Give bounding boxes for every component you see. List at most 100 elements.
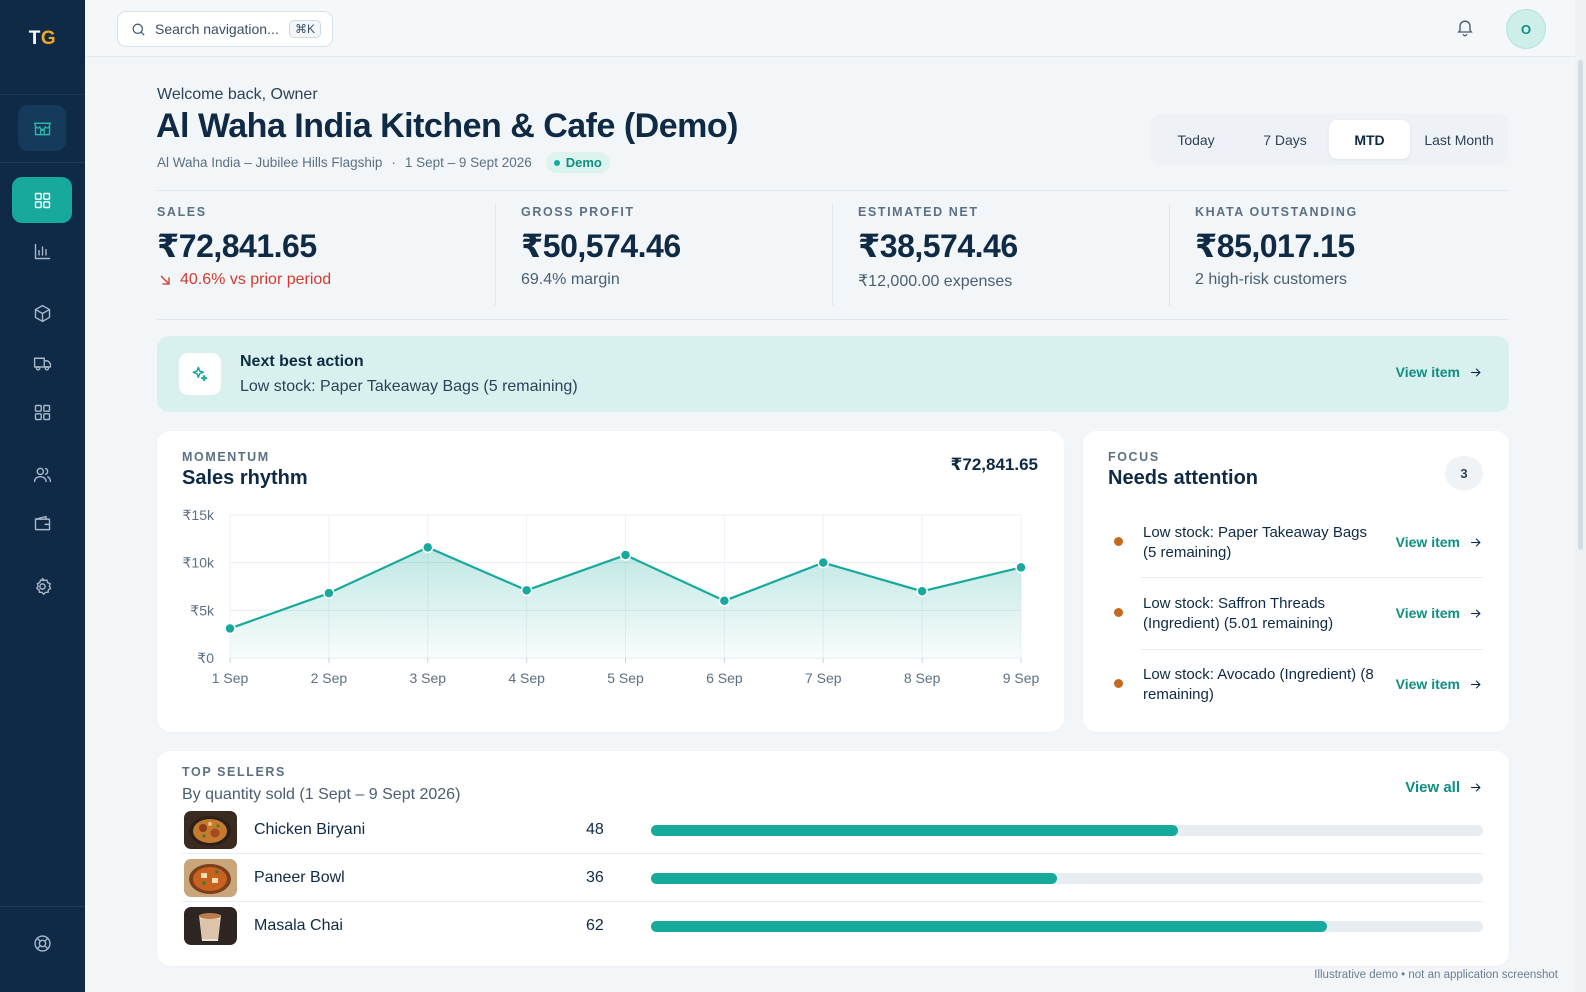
app-logo[interactable]: TG xyxy=(28,28,57,49)
attention-item: Low stock: Avocado (Ingredient) (8 remai… xyxy=(1109,665,1483,705)
y-tick-label: ₹5k xyxy=(190,602,215,618)
divider xyxy=(1141,577,1483,578)
view-item-link[interactable]: View item xyxy=(1396,534,1483,550)
nba-title: Next best action xyxy=(240,353,364,370)
arrow-right-icon xyxy=(1471,608,1481,618)
seller-row: Chicken Biryani 48 xyxy=(182,806,1483,854)
seller-row: Masala Chai 62 xyxy=(182,902,1483,950)
kpi-label: GROSS PROFIT xyxy=(521,205,635,219)
sales-rhythm-chart: ₹0 ₹5k ₹10k ₹15k 1 Sep 2 Sep 3 Sep 4 Sep 5 Sep 6 … xyxy=(183,507,1040,686)
biryani-thumbnail xyxy=(184,811,237,849)
next-best-action-banner: Next best action Low stock: Paper Takeaw… xyxy=(157,336,1509,412)
sidebar-item-settings[interactable] xyxy=(18,563,66,609)
divider xyxy=(1141,649,1483,650)
sidebar-item-reports[interactable] xyxy=(18,228,66,274)
kpi-divider xyxy=(832,204,833,306)
attention-count-badge: 3 xyxy=(1445,456,1483,490)
data-point[interactable] xyxy=(323,587,335,599)
kpi-sub: ₹12,000.00 expenses xyxy=(858,273,1013,290)
page-title: Al Waha India Kitchen & Cafe (Demo) xyxy=(156,107,738,145)
divider xyxy=(182,853,1483,854)
welcome-text: Welcome back, Owner xyxy=(157,86,318,103)
warning-dot xyxy=(1114,537,1123,546)
users-icon xyxy=(33,467,51,482)
box-icon xyxy=(34,304,50,322)
sidebar-item-suppliers[interactable] xyxy=(18,340,66,386)
x-tick-label: 1 Sep xyxy=(212,670,249,686)
x-tick-label: 7 Sep xyxy=(805,670,842,686)
card-eyebrow: MOMENTUM xyxy=(182,450,270,464)
sidebar-item-inventory[interactable] xyxy=(18,290,66,336)
truck-icon xyxy=(33,357,51,371)
kpi-sales: SALES ₹72,841.65 40.6% vs prior period xyxy=(157,205,331,289)
view-item-link[interactable]: View item xyxy=(1396,676,1483,692)
branch-name: Al Waha India – Jubilee Hills Flagship xyxy=(157,155,383,170)
period-today[interactable]: Today xyxy=(1177,131,1215,148)
kpi-value: ₹38,574.46 xyxy=(858,228,1018,264)
divider xyxy=(157,319,1509,320)
data-point[interactable] xyxy=(422,541,434,554)
sidebar-item-customers[interactable] xyxy=(18,451,66,497)
sidebar-item-dashboard[interactable] xyxy=(12,177,72,223)
masala-chai-thumbnail xyxy=(184,907,237,945)
period-7-days[interactable]: 7 Days xyxy=(1263,131,1307,148)
store-meta: Al Waha India – Jubilee Hills Flagship ·… xyxy=(157,152,610,173)
chart-area-fill xyxy=(230,547,1021,658)
quantity-bar-track xyxy=(651,825,1483,836)
kpi-sub: 2 high-risk customers xyxy=(1195,271,1348,288)
seller-name: Chicken Biryani xyxy=(254,821,366,838)
help-icon[interactable] xyxy=(18,920,66,966)
paneer-bowl-thumbnail xyxy=(184,859,237,897)
data-point[interactable] xyxy=(916,585,928,598)
arrow-right-icon xyxy=(1471,783,1481,792)
demo-badge: Demo xyxy=(545,152,610,173)
seller-name: Masala Chai xyxy=(254,917,343,934)
period-last-month[interactable]: Last Month xyxy=(1424,131,1494,148)
search-input[interactable]: Search navigation... ⌘K xyxy=(117,11,333,47)
scrollbar-thumb[interactable] xyxy=(1578,60,1583,550)
data-point[interactable] xyxy=(718,595,731,607)
arrow-right-icon xyxy=(1471,679,1481,689)
x-tick-label: 6 Sep xyxy=(706,670,743,686)
notifications-bell-icon[interactable] xyxy=(1455,17,1477,39)
data-point[interactable] xyxy=(817,556,829,569)
nba-view-item-link[interactable]: View item xyxy=(1396,364,1483,380)
search-placeholder: Search navigation... xyxy=(155,21,279,37)
seller-name: Paneer Bowl xyxy=(254,869,345,886)
sparkle-icon xyxy=(179,353,221,395)
x-tick-label: 8 Sep xyxy=(904,670,941,686)
search-icon xyxy=(132,23,145,36)
date-range: 1 Sept – 9 Sept 2026 xyxy=(404,155,532,170)
sidebar-item-apps[interactable] xyxy=(18,389,66,435)
view-all-link[interactable]: View all xyxy=(1405,779,1483,796)
kpi-label: SALES xyxy=(157,205,207,219)
kpi-label: KHATA OUTSTANDING xyxy=(1195,205,1358,219)
user-avatar[interactable]: O xyxy=(1506,9,1546,49)
warning-dot xyxy=(1114,679,1123,688)
attention-text: Low stock: Saffron Threads (Ingredient) … xyxy=(1143,595,1334,632)
seller-quantity: 36 xyxy=(586,869,604,886)
sidebar-divider xyxy=(0,906,85,907)
y-tick-label: ₹15k xyxy=(183,507,215,523)
topbar: Search navigation... ⌘K O xyxy=(85,0,1575,57)
card-eyebrow: TOP SELLERS xyxy=(182,765,286,779)
x-tick-label: 2 Sep xyxy=(311,670,348,686)
attention-item: Low stock: Saffron Threads (Ingredient) … xyxy=(1109,594,1483,634)
keyboard-shortcut: ⌘K xyxy=(288,20,321,38)
footnote: Illustrative demo • not an application s… xyxy=(1314,969,1558,981)
view-item-link[interactable]: View item xyxy=(1396,605,1483,621)
data-point[interactable] xyxy=(1015,561,1027,574)
store-icon[interactable] xyxy=(18,105,66,151)
quantity-bar-fill xyxy=(651,921,1328,932)
seller-quantity: 48 xyxy=(586,821,604,838)
kpi-divider xyxy=(495,204,496,306)
arrow-right-icon xyxy=(1471,537,1481,547)
sidebar-item-wallet[interactable] xyxy=(18,500,66,546)
data-point[interactable] xyxy=(619,549,632,561)
data-point[interactable] xyxy=(224,622,236,635)
seller-quantity: 62 xyxy=(586,917,604,934)
data-point[interactable] xyxy=(520,584,533,597)
period-mtd[interactable]: MTD xyxy=(1329,120,1410,159)
quantity-bar-fill xyxy=(651,825,1179,836)
y-tick-label: ₹0 xyxy=(197,650,214,666)
